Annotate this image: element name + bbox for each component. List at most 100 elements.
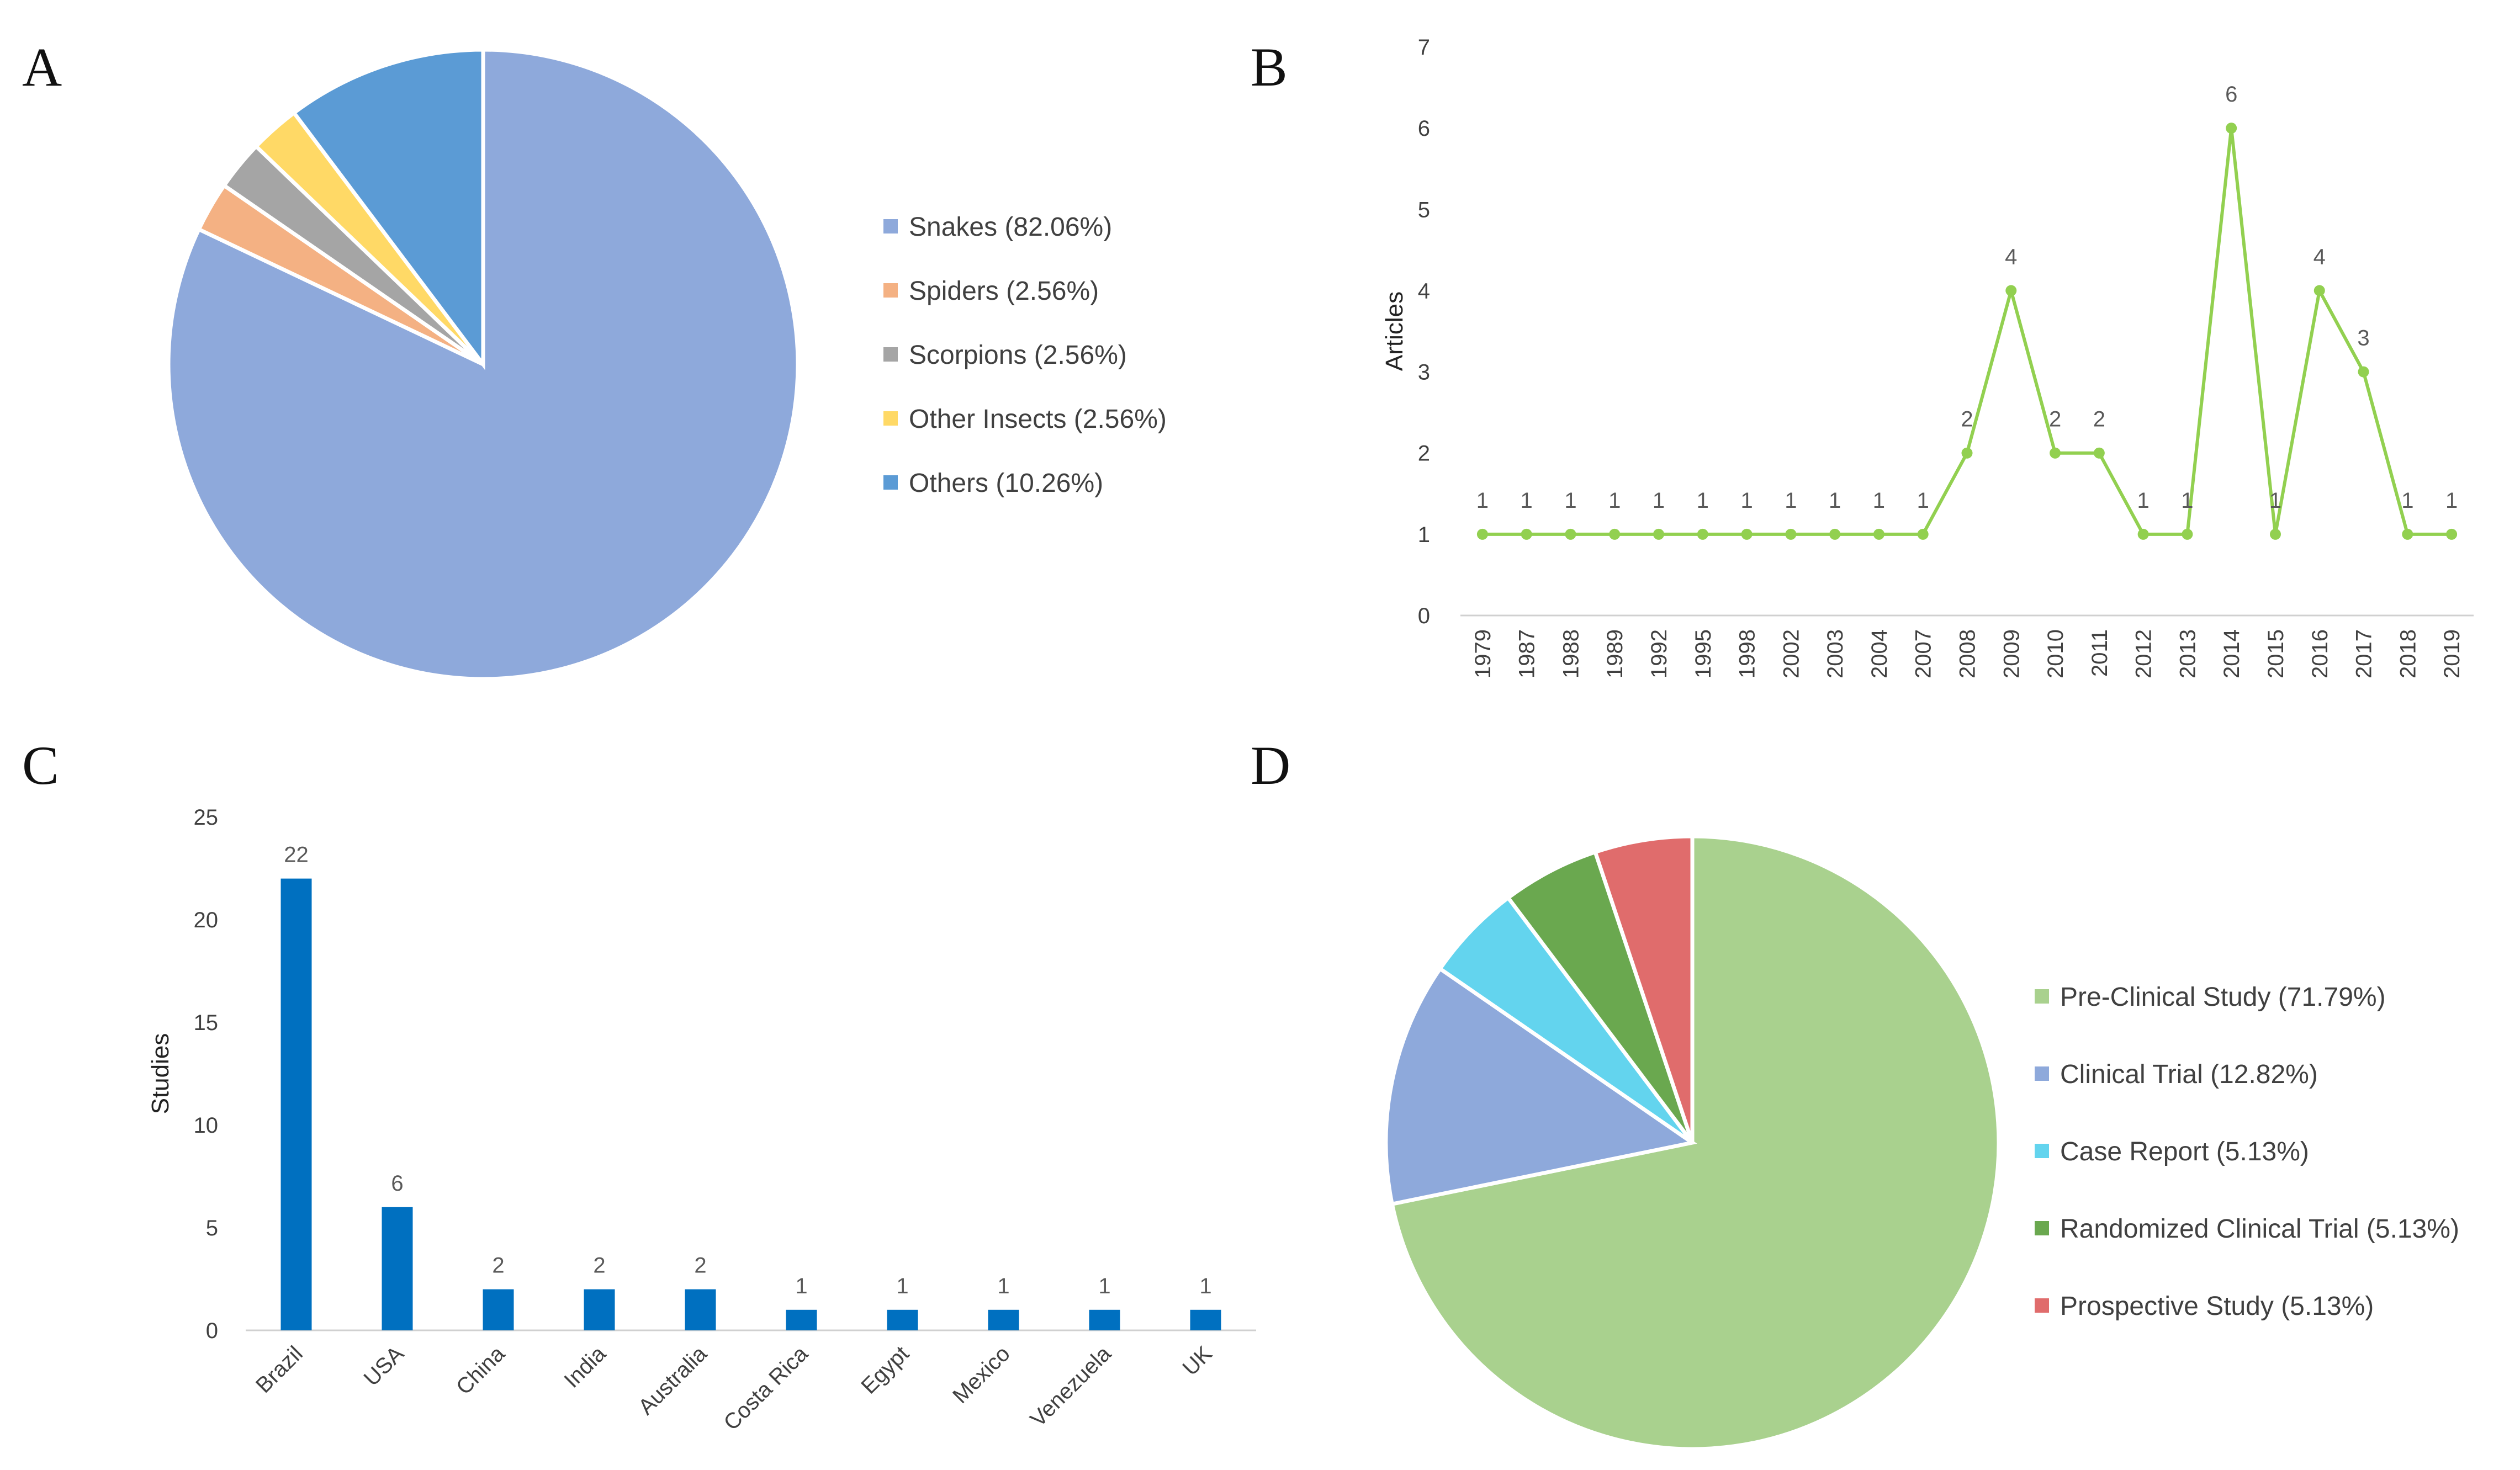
- y-tick-label: 3: [1418, 360, 1430, 385]
- bar: [584, 1289, 615, 1330]
- data-label: 3: [2357, 326, 2369, 351]
- legend-label: Spiders (2.56%): [909, 277, 1099, 306]
- legend-label: Scorpions (2.56%): [909, 341, 1127, 370]
- line-chart-articles-per-year: 0 1 2 3 4 5 6 7 1979 1987 1988 1989 1992 1995 1998 2002…: [1381, 35, 2474, 678]
- legend-swatch: [2035, 989, 2049, 1004]
- x-tick-label: 2012: [2132, 629, 2156, 678]
- data-point: [1873, 528, 1884, 540]
- bar: [1089, 1309, 1120, 1330]
- data-label: 1: [1564, 489, 1576, 513]
- x-tick-label: UK: [1178, 1341, 1217, 1381]
- data-label: 1: [1917, 489, 1929, 513]
- bar: [280, 878, 312, 1330]
- x-tick-label: Costa Rica: [719, 1341, 813, 1435]
- panel-letter-a: A: [22, 36, 62, 98]
- data-point: [2358, 366, 2369, 378]
- pie-chart-study-design: Pre-Clinical Study (71.79%) Clinical Tria…: [1384, 834, 2459, 1451]
- data-label: 1: [1521, 489, 1533, 513]
- data-label: 22: [284, 843, 309, 867]
- bar: [483, 1289, 514, 1330]
- legend-swatch: [2035, 1298, 2049, 1313]
- bar: [988, 1309, 1019, 1330]
- data-label: 1: [2269, 489, 2281, 513]
- data-label: 1: [997, 1274, 1009, 1298]
- x-tick-label: 2010: [2043, 629, 2068, 678]
- data-label: 1: [2401, 489, 2413, 513]
- data-label: 2: [2093, 407, 2105, 432]
- y-tick-label: 7: [1418, 35, 1430, 60]
- x-tick-label: India: [559, 1341, 611, 1393]
- pie-slice: [1592, 834, 1695, 1144]
- x-tick-label: 2003: [1823, 629, 1847, 678]
- data-label: 2: [2049, 407, 2061, 432]
- pie-slice: [291, 47, 485, 370]
- data-point: [1961, 447, 1973, 459]
- legend-swatch: [883, 475, 898, 490]
- data-point: [2313, 285, 2325, 296]
- data-label: 6: [391, 1171, 403, 1196]
- x-tick-label: 1998: [1735, 629, 1760, 678]
- data-label: 2: [1961, 407, 1973, 432]
- legend-swatch: [2035, 1066, 2049, 1081]
- legend-label: Snakes (82.06%): [909, 213, 1112, 242]
- x-tick-label: 2018: [2396, 629, 2420, 678]
- data-label: 1: [795, 1274, 807, 1298]
- legend-label: Others (10.26%): [909, 469, 1103, 498]
- y-tick-label: 4: [1418, 279, 1430, 303]
- data-label: 2: [593, 1254, 605, 1278]
- bar: [685, 1289, 716, 1330]
- data-point: [1785, 528, 1797, 540]
- x-tick-label: 2008: [1956, 629, 1980, 678]
- data-label: 1: [1740, 489, 1753, 513]
- x-tick-label: 2009: [1999, 629, 2024, 678]
- x-tick-label: 2011: [2088, 629, 2112, 677]
- data-point: [2182, 528, 2193, 540]
- x-tick-label: 2014: [2220, 629, 2244, 678]
- series-line: [1482, 126, 2452, 536]
- legend-swatch: [883, 283, 898, 298]
- x-tick-label: China: [452, 1341, 510, 1400]
- pie-slice: [1437, 895, 1694, 1144]
- panel-letter-d: D: [1251, 735, 1290, 796]
- x-tick-label: 2007: [1912, 629, 1936, 678]
- data-point: [2402, 528, 2413, 540]
- x-tick-label: Australia: [634, 1341, 712, 1420]
- pie-chart-types: Snakes (82.06%) Spiders (2.56%) Scorpions …: [166, 47, 1167, 681]
- data-label: 1: [896, 1274, 908, 1298]
- y-tick-label: 0: [1418, 604, 1430, 628]
- legend-label: Randomized Clinical Trial (5.13%): [2060, 1214, 2459, 1244]
- data-point: [2050, 447, 2061, 459]
- y-tick-label: 5: [1418, 198, 1430, 222]
- y-axis-title: Articles: [1381, 291, 1408, 371]
- panel-letter-c: C: [22, 735, 59, 796]
- data-label: 2: [694, 1254, 706, 1278]
- x-tick-label: 1992: [1647, 629, 1671, 678]
- bar: [887, 1309, 918, 1330]
- data-label: 1: [1098, 1274, 1110, 1298]
- data-label: 1: [2445, 489, 2458, 513]
- data-point: [1829, 528, 1841, 540]
- data-point: [1653, 528, 1665, 540]
- data-point: [2005, 285, 2017, 296]
- x-tick-label: 2004: [1867, 629, 1892, 678]
- x-tick-label: 2017: [2352, 629, 2376, 678]
- x-tick-label: 2019: [2440, 629, 2464, 678]
- data-point: [2226, 123, 2237, 134]
- x-tick-label: Egypt: [856, 1341, 913, 1398]
- bar: [382, 1207, 413, 1330]
- x-tick-label: 1995: [1691, 629, 1716, 678]
- legend-label: Prospective Study (5.13%): [2060, 1292, 2374, 1321]
- x-tick-label: 2002: [1779, 629, 1803, 678]
- data-label: 1: [1476, 489, 1489, 513]
- legend-swatch: [883, 411, 898, 426]
- y-axis-title: Studies: [147, 1033, 174, 1115]
- data-point: [2137, 528, 2149, 540]
- bar: [786, 1309, 817, 1330]
- legend-swatch: [883, 347, 898, 362]
- legend-label: Clinical Trial (12.82%): [2060, 1060, 2318, 1089]
- x-tick-label: USA: [359, 1341, 409, 1391]
- data-label: 1: [1199, 1274, 1211, 1298]
- data-point: [2269, 528, 2281, 540]
- data-point: [2093, 447, 2105, 459]
